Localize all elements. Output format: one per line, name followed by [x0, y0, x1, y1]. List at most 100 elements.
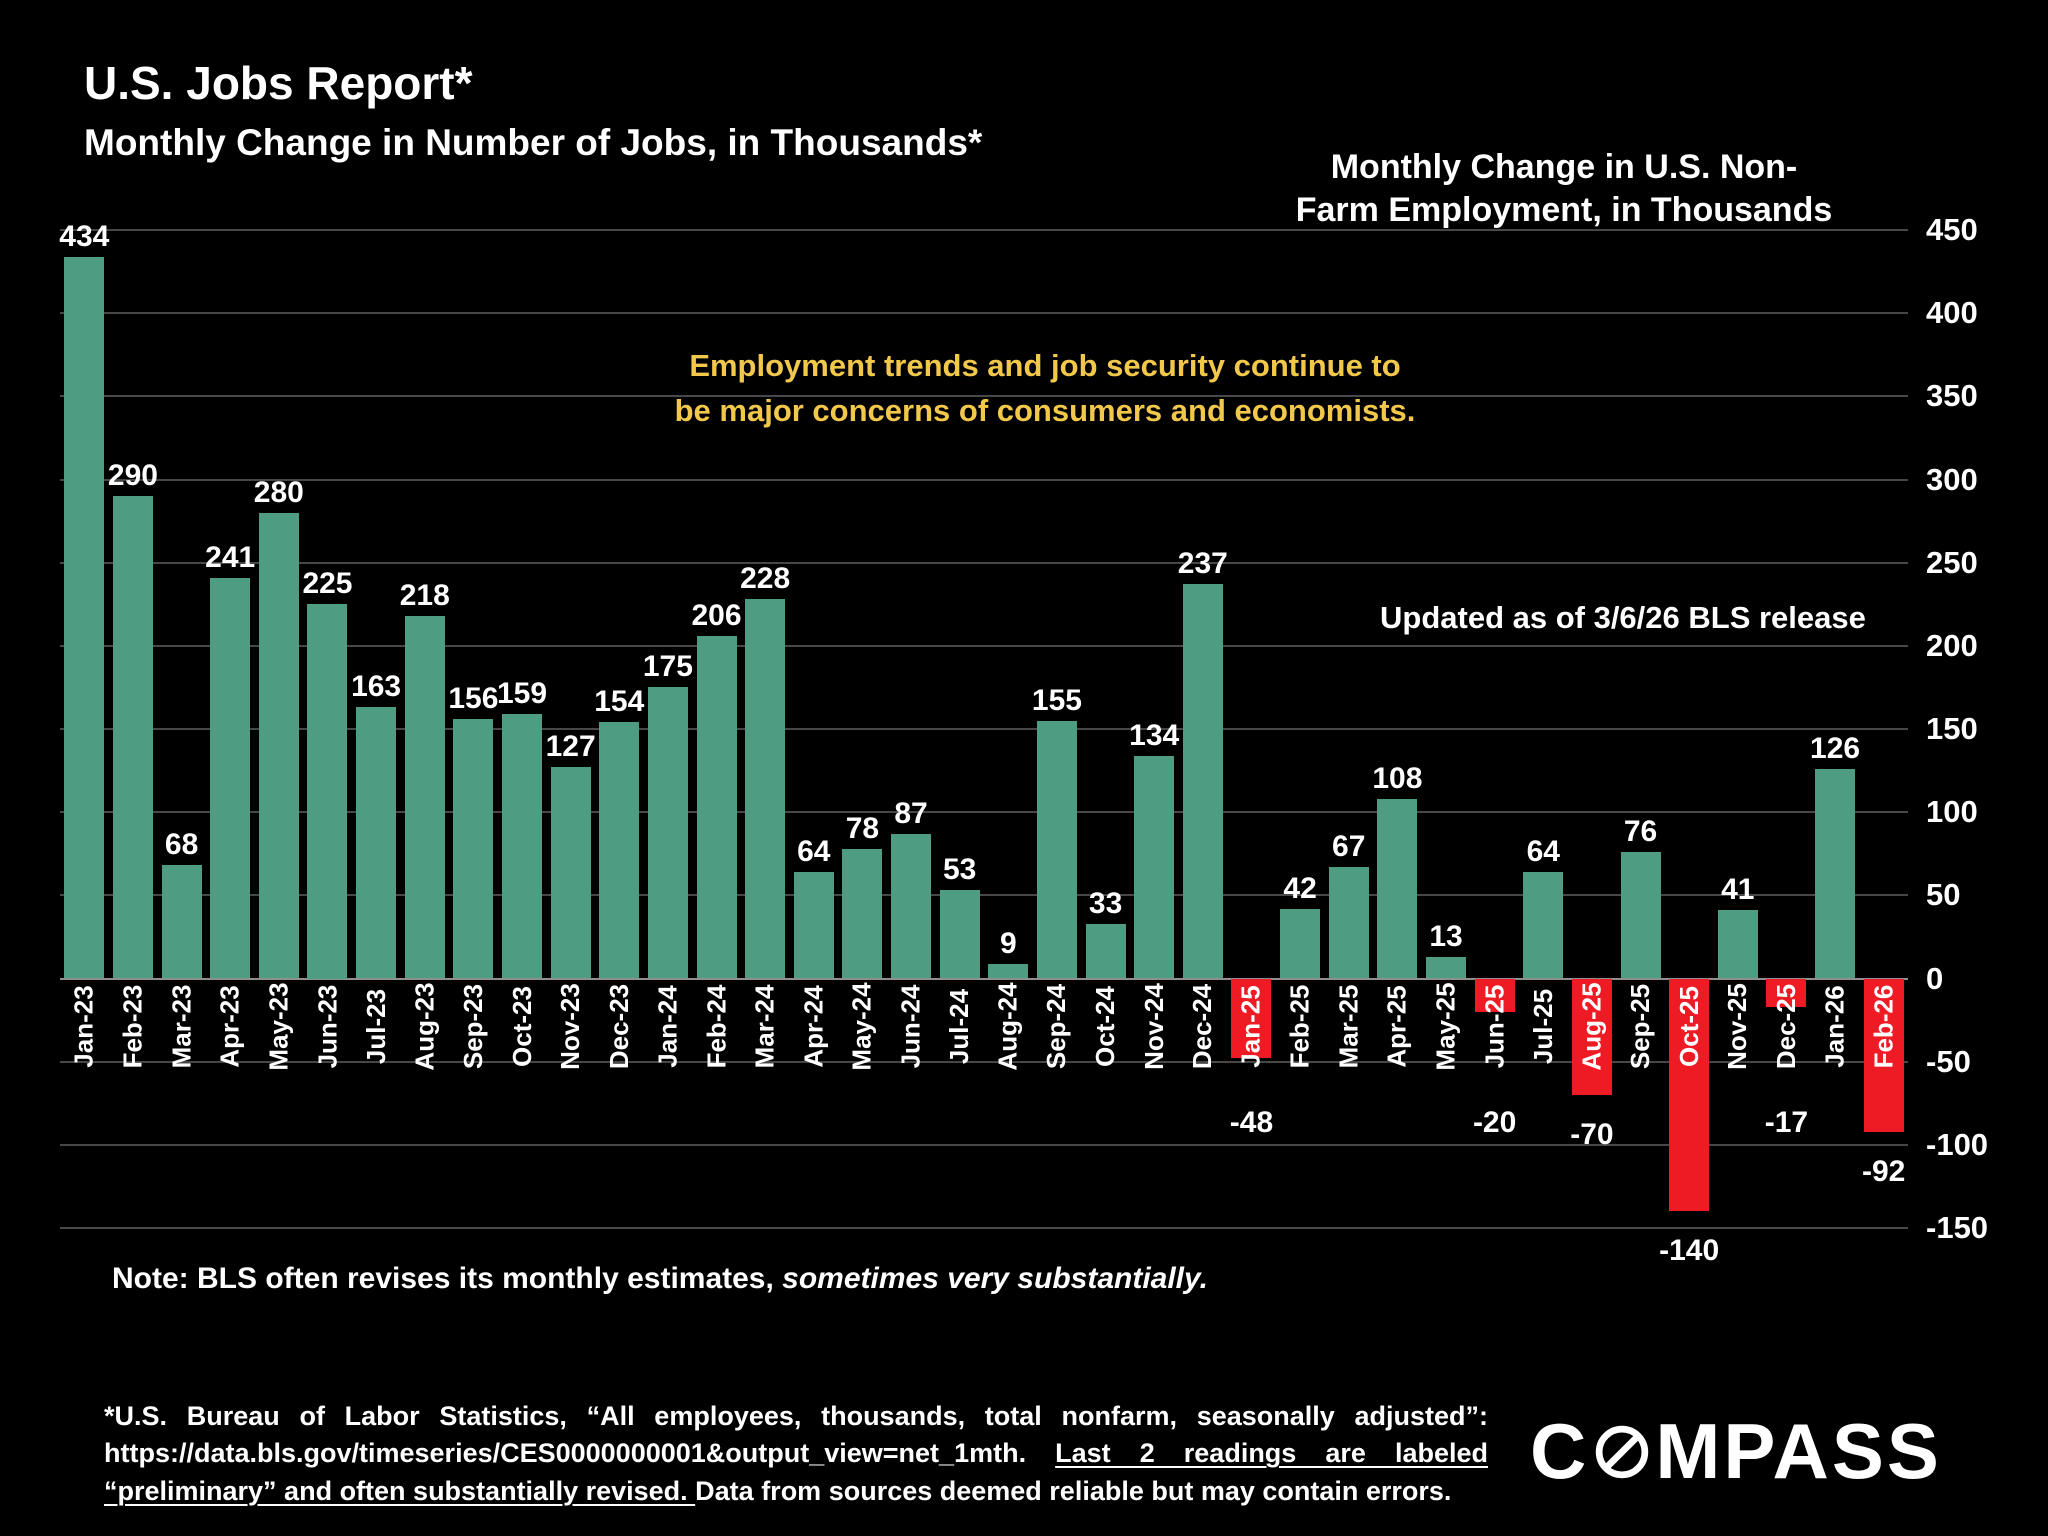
x-axis-label-wrap: Sep-24 [1033, 979, 1082, 1075]
bar-value-label: 108 [1372, 761, 1423, 795]
x-axis-label: Sep-23 [457, 983, 488, 1070]
revision-note: Note: BLS often revises its monthly esti… [112, 1262, 1208, 1296]
x-axis-label-wrap: Apr-24 [789, 979, 838, 1075]
bar-value-label: -92 [1861, 1154, 1906, 1188]
y-axis-label: 450 [1926, 212, 1978, 247]
x-axis-label-wrap: Jul-24 [935, 979, 984, 1075]
x-axis-label: Dec-25 [1770, 983, 1801, 1070]
x-axis-label-wrap: Dec-23 [595, 979, 644, 1075]
gridline [60, 644, 1908, 647]
bar-Jul-23 [356, 707, 397, 979]
bar-Sep-24 [1036, 720, 1077, 979]
x-axis-label-wrap: Oct-24 [1081, 979, 1130, 1075]
x-axis-label-wrap: Nov-24 [1130, 979, 1179, 1075]
bar-Feb-23 [112, 496, 153, 979]
x-axis-label-wrap: Feb-25 [1276, 979, 1325, 1075]
y-axis-label: 100 [1926, 794, 1978, 830]
x-axis-label: Jun-23 [311, 984, 342, 1069]
x-axis-label: May-24 [846, 982, 877, 1071]
x-axis-label: Jul-25 [1527, 988, 1558, 1065]
y-axis: 450 400 350 300 250 200 150 100 50 0 -50 -100 -150 [1926, 212, 2036, 1245]
x-axis-label-wrap: Oct-25 [1665, 979, 1714, 1075]
y-axis-label: 400 [1926, 295, 1978, 331]
x-axis-label: May-23 [263, 982, 294, 1071]
page-subtitle: Monthly Change in Number of Jobs, in Tho… [84, 122, 983, 163]
bar-Jan-24 [647, 687, 688, 979]
bar-Mar-24 [745, 599, 786, 979]
chart-area: 434 Jan-23 290 Feb-23 68 Mar-23 241 Apr-23 280 Ma… [59, 220, 1908, 1267]
bar-value-label: 127 [545, 730, 596, 764]
bar-value-label: 228 [740, 562, 791, 596]
bar-Aug-25 [1571, 978, 1612, 1095]
x-axis-label: Jul-23 [360, 988, 391, 1065]
x-axis-label-wrap: May-25 [1422, 979, 1471, 1075]
bar-Oct-23 [502, 714, 542, 979]
revision-note-normal: Note: BLS often revises its monthly esti… [112, 1262, 783, 1295]
y-axis-label: -150 [1926, 1210, 1989, 1245]
y-axis-label: 50 [1926, 877, 1961, 913]
bar-value-label: 159 [496, 677, 548, 711]
bar-value-label: 237 [1177, 547, 1228, 581]
bar-value-label: 87 [894, 796, 928, 830]
bar-value-label: -48 [1229, 1105, 1274, 1139]
bar-Jan-26 [1815, 768, 1856, 979]
bar-value-label: 67 [1332, 830, 1366, 864]
x-axis-label-wrap: May-24 [838, 979, 887, 1075]
x-axis-label: Dec-23 [603, 983, 634, 1070]
x-axis-label-wrap: Mar-24 [741, 979, 790, 1075]
chart-title: Monthly Change in U.S. Non- Farm Employm… [1295, 148, 1833, 229]
x-axis-label: Feb-24 [701, 984, 732, 1069]
x-axis-label-wrap: Mar-25 [1324, 979, 1373, 1075]
x-axis-label-wrap: Jun-24 [887, 979, 936, 1075]
bar-Apr-23 [210, 577, 251, 979]
x-axis-label-wrap: Jan-26 [1811, 979, 1860, 1075]
gridline [60, 1143, 1908, 1146]
x-axis-label: Jul-24 [944, 988, 975, 1065]
bar-Nov-25 [1717, 910, 1758, 979]
bar-value-label: 155 [1031, 683, 1082, 717]
x-axis-label-wrap: Feb-23 [109, 979, 158, 1075]
bar-Oct-25 [1669, 978, 1710, 1212]
x-axis-label: Jan-25 [1235, 985, 1266, 1068]
x-axis-label: Feb-23 [117, 984, 148, 1069]
logo-text-mpass: MPASS [1655, 1407, 1942, 1495]
bar-value-label: 76 [1623, 815, 1658, 849]
bar-Sep-25 [1620, 852, 1661, 979]
bar-Jul-24 [939, 890, 980, 979]
x-axis-label: Nov-23 [555, 983, 586, 1070]
bar-Jun-23 [307, 604, 348, 979]
y-axis-label: 250 [1926, 544, 1978, 580]
x-axis-label: Mar-23 [166, 984, 197, 1069]
bar-value-label: 206 [691, 598, 742, 632]
gridline [60, 395, 1908, 398]
bar-Aug-23 [404, 615, 445, 979]
source-footnote: *U.S. Bureau of Labor Statistics, “All e… [104, 1398, 1488, 1510]
x-axis-label-wrap: Aug-25 [1568, 979, 1617, 1075]
bar-Feb-26 [1863, 978, 1904, 1132]
gridline [60, 1227, 1908, 1229]
x-axis-label: Nov-25 [1722, 983, 1753, 1070]
bar-value-label: 33 [1088, 886, 1123, 920]
annotation-text: Employment trends and job security conti… [674, 348, 1416, 428]
x-axis-label: Apr-24 [798, 985, 829, 1068]
x-axis-label: Sep-25 [1625, 983, 1656, 1070]
x-axis-label: Aug-25 [1576, 982, 1607, 1071]
footnote-underlined: Last 2 readings are labeled “preliminary… [104, 1438, 1489, 1506]
bar-Oct-24 [1085, 923, 1126, 979]
gridline [60, 894, 1908, 897]
x-axis-label-wrap: Jan-25 [1227, 979, 1276, 1075]
x-axis-label: Oct-25 [1673, 986, 1704, 1067]
x-axis-label-wrap: Jul-23 [352, 979, 401, 1075]
x-axis-label-wrap: Jun-25 [1470, 979, 1519, 1075]
gridline [60, 811, 1908, 814]
bar-value-label: 53 [942, 853, 977, 887]
compass-o-icon [1596, 1425, 1649, 1478]
bar-value-label: 154 [594, 685, 645, 719]
bar-value-label: 434 [59, 219, 110, 253]
y-axis-label: 350 [1926, 378, 1978, 414]
bar-Apr-24 [793, 872, 834, 979]
y-axis-label: 300 [1926, 461, 1978, 497]
bar-Dec-25 [1766, 978, 1807, 1007]
updated-note: Updated as of 3/6/26 BLS release [1380, 600, 1866, 635]
bar-Sep-23 [453, 719, 494, 979]
